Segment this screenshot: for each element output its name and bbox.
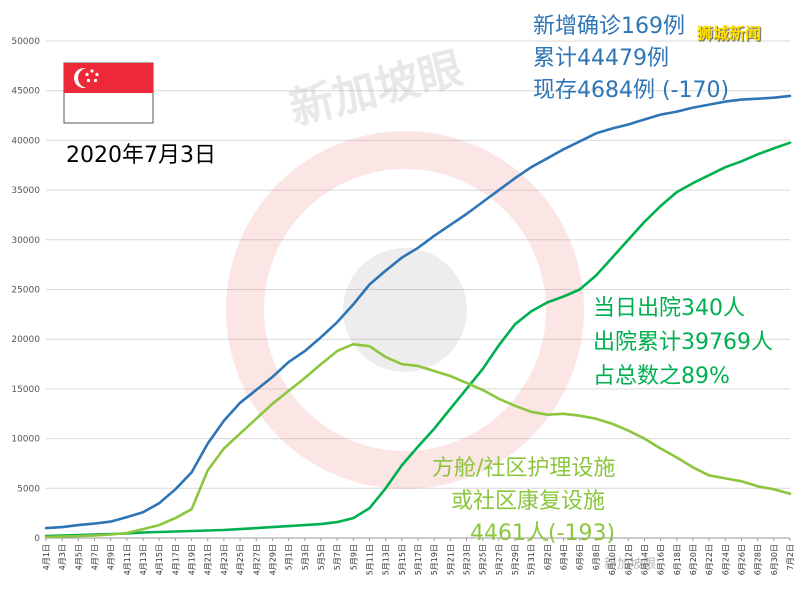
y-tick-label: 35000: [11, 186, 40, 196]
x-tick-label: 6月12日: [624, 544, 633, 575]
new-cases-label: 新增确诊169例: [533, 14, 685, 39]
x-tick-label: 4月3日: [58, 544, 67, 570]
watermark-logo: [226, 131, 584, 489]
x-tick-label: 5月13日: [382, 544, 391, 575]
x-tick-label: 5月29日: [511, 544, 520, 575]
x-tick-label: 6月2日: [543, 544, 552, 570]
total-cases-label: 累计44479例: [533, 46, 669, 71]
watermark-footer: 新加坡眼: [604, 557, 657, 572]
y-tick-label: 10000: [11, 435, 40, 445]
x-tick-label: 5月23日: [463, 544, 472, 575]
axes: 0 5000 10000 15000 20000 25000 30000 35000 40000…: [11, 37, 795, 575]
x-tick-label: 6月4日: [560, 544, 569, 570]
x-tick-label: 4月27日: [252, 544, 261, 575]
x-tick-label: 4月23日: [220, 544, 229, 575]
x-tick-label: 5月3日: [301, 544, 310, 570]
x-tick-label: 6月20日: [689, 544, 698, 575]
x-tick-label: 5月9日: [349, 544, 358, 570]
x-tick-label: 5月31日: [527, 544, 536, 575]
discharged-total-label: 出院累计39769人: [593, 330, 773, 355]
x-tick-label: 5月25日: [479, 544, 488, 575]
x-tick-label: 4月7日: [91, 544, 100, 570]
y-tick-label: 0: [34, 534, 40, 544]
x-tick-label: 6月10日: [608, 544, 617, 575]
singapore-flag: [63, 62, 154, 124]
x-tick-label: 6月8日: [592, 544, 601, 570]
x-tick-label: 4月13日: [139, 544, 148, 575]
x-tick-label: 6月14日: [640, 544, 649, 575]
series-line-total: [44, 94, 792, 530]
discharged-share-label: 占总数之89%: [593, 364, 730, 389]
x-tick-label: 5月27日: [495, 544, 504, 575]
y-tick-label: 5000: [17, 484, 40, 494]
x-tick-label: 6月6日: [576, 544, 585, 570]
x-tick-label: 6月30日: [770, 544, 779, 575]
x-tick-label: 5月15日: [398, 544, 407, 575]
x-tick-label: 6月24日: [721, 544, 730, 575]
x-tick-label: 4月19日: [188, 544, 197, 575]
y-tick-label: 20000: [11, 335, 40, 345]
x-tick-label: 4月25日: [236, 544, 245, 575]
gridlines: [46, 40, 790, 539]
x-tick-label: 4月9日: [107, 544, 116, 570]
x-tick-label: 4月1日: [42, 544, 51, 570]
x-tick-label: 4月21日: [204, 544, 213, 575]
facilities-label-line1: 方舱/社区护理设施: [432, 456, 616, 481]
discharged-today-label: 当日出院340人: [593, 296, 745, 321]
y-tick-label: 50000: [11, 37, 40, 47]
x-tick-label: 4月5日: [74, 544, 83, 570]
x-tick-label: 6月26日: [737, 544, 746, 575]
series-lines: [44, 94, 792, 539]
current-cases-label: 现存4684例 (-170): [533, 78, 730, 103]
y-tick-label: 15000: [11, 385, 40, 395]
y-tick-label: 25000: [11, 286, 40, 296]
x-tick-label: 5月21日: [446, 544, 455, 575]
x-tick-label: 4月29日: [268, 544, 277, 575]
y-tick-label: 30000: [11, 236, 40, 246]
x-tick-label: 6月18日: [673, 544, 682, 575]
x-tick-label: 5月5日: [317, 544, 326, 570]
x-tick-label: 6月16日: [657, 544, 666, 575]
x-tick-label: 4月15日: [155, 544, 164, 575]
x-tick-label: 5月11日: [365, 544, 374, 575]
facilities-label-line2: 或社区康复设施: [451, 489, 606, 514]
x-tick-label: 6月28日: [754, 544, 763, 575]
x-tick-label: 6月22日: [705, 544, 714, 575]
y-tick-label: 45000: [11, 87, 40, 97]
x-tick-label: 4月11日: [123, 544, 132, 575]
series-line-facilities: [44, 342, 792, 539]
x-tick-label: 5月1日: [285, 544, 294, 570]
x-tick-label: 5月17日: [414, 544, 423, 575]
x-tick-label: 5月19日: [430, 544, 439, 575]
series-line-discharged: [44, 141, 792, 538]
x-tick-label: 5月7日: [333, 544, 342, 570]
date-label: 2020年7月3日: [66, 143, 216, 168]
source-label: 狮城新闻: [697, 24, 762, 43]
facilities-count-label: 4461人(-193): [470, 521, 616, 546]
x-tick-label: 4月17日: [171, 544, 180, 575]
y-tick-label: 40000: [11, 136, 40, 146]
x-tick-label: 7月2日: [786, 544, 795, 570]
